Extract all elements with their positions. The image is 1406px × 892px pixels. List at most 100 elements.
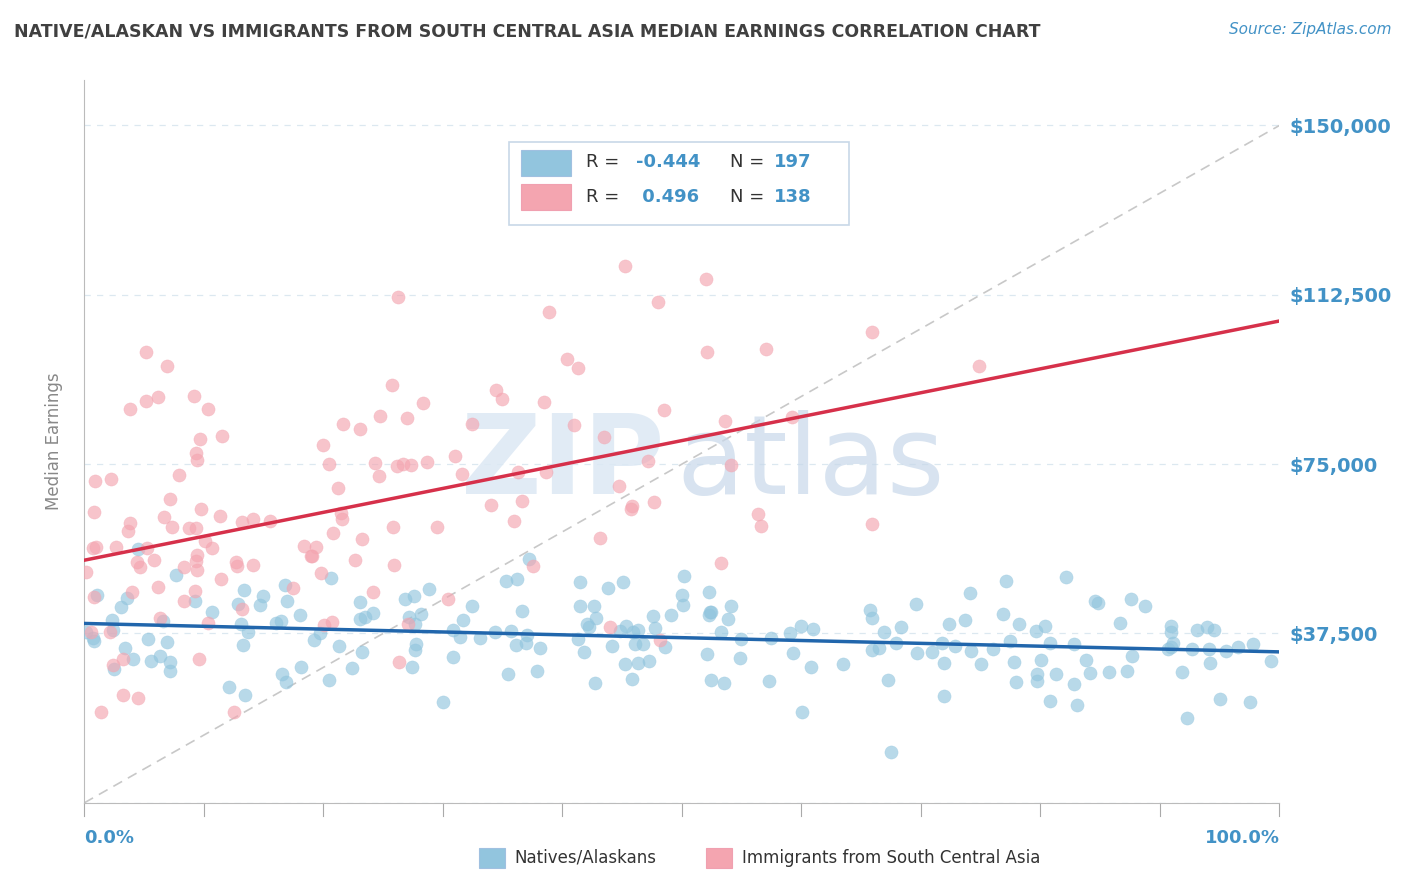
- Text: atlas: atlas: [676, 409, 945, 516]
- Point: [582, 599, 605, 613]
- Point: [620, 501, 643, 516]
- Point: [1198, 641, 1220, 656]
- Point: [249, 598, 271, 612]
- Point: [201, 606, 224, 620]
- Point: [501, 624, 523, 638]
- Point: [222, 706, 245, 720]
- Point: [226, 598, 249, 612]
- Point: [159, 655, 181, 669]
- Point: [800, 659, 823, 673]
- Point: [782, 646, 804, 660]
- Text: Natives/Alaskans: Natives/Alaskans: [515, 848, 657, 867]
- Point: [404, 616, 426, 631]
- Point: [122, 652, 145, 666]
- Point: [409, 607, 432, 621]
- Point: [1078, 666, 1101, 681]
- Point: [880, 745, 903, 759]
- Point: [391, 457, 413, 471]
- Point: [747, 507, 769, 521]
- Point: [394, 592, 416, 607]
- Point: [614, 259, 637, 273]
- Point: [304, 633, 326, 648]
- Point: [496, 667, 519, 681]
- Point: [225, 558, 247, 573]
- Point: [232, 582, 254, 597]
- Point: [695, 272, 717, 286]
- Point: [1063, 637, 1085, 651]
- Point: [127, 690, 149, 705]
- Point: [197, 401, 219, 416]
- Point: [470, 632, 492, 646]
- Point: [415, 455, 437, 469]
- Point: [232, 638, 254, 652]
- Point: [104, 540, 127, 554]
- Point: [350, 532, 373, 546]
- Point: [533, 395, 555, 409]
- Point: [103, 662, 125, 676]
- Point: [111, 688, 134, 702]
- Point: [1045, 667, 1067, 681]
- Point: [328, 640, 350, 654]
- Text: Median Earnings: Median Earnings: [45, 373, 63, 510]
- Point: [1260, 654, 1282, 668]
- Text: R =: R =: [586, 153, 626, 171]
- Point: [485, 383, 508, 397]
- Point: [233, 688, 256, 702]
- Point: [276, 594, 298, 608]
- Point: [301, 549, 323, 564]
- Point: [1160, 618, 1182, 632]
- Point: [135, 345, 157, 359]
- Point: [368, 409, 391, 423]
- Point: [860, 643, 883, 657]
- Point: [412, 396, 434, 410]
- Point: [98, 625, 121, 640]
- Point: [368, 469, 391, 483]
- Point: [118, 516, 141, 531]
- Point: [505, 572, 527, 586]
- Point: [1025, 673, 1047, 688]
- Point: [877, 673, 900, 688]
- Point: [502, 514, 524, 528]
- Point: [1005, 674, 1028, 689]
- Point: [159, 491, 181, 506]
- Point: [720, 458, 742, 472]
- Point: [515, 635, 537, 649]
- Point: [1039, 636, 1062, 650]
- Point: [585, 611, 607, 625]
- Point: [790, 706, 813, 720]
- Point: [101, 623, 124, 637]
- Point: [510, 604, 533, 618]
- Point: [395, 410, 418, 425]
- Point: [349, 422, 371, 436]
- Point: [592, 430, 614, 444]
- Point: [208, 509, 231, 524]
- Point: [529, 640, 551, 655]
- Point: [187, 652, 209, 666]
- Point: [1029, 653, 1052, 667]
- Point: [437, 591, 460, 606]
- Point: [340, 660, 363, 674]
- Point: [696, 647, 718, 661]
- Point: [621, 624, 644, 639]
- Point: [607, 478, 630, 492]
- Point: [526, 664, 548, 678]
- Point: [889, 620, 911, 634]
- Point: [184, 446, 207, 460]
- Point: [860, 326, 883, 340]
- Point: [225, 555, 247, 569]
- Point: [884, 636, 907, 650]
- Point: [562, 418, 585, 433]
- Point: [264, 615, 287, 630]
- Point: [654, 640, 676, 654]
- Point: [86, 588, 108, 602]
- Point: [82, 631, 104, 645]
- Point: [713, 676, 735, 690]
- Point: [398, 610, 420, 624]
- Point: [730, 632, 752, 646]
- Point: [101, 613, 124, 627]
- Point: [211, 428, 233, 442]
- Point: [1033, 619, 1056, 633]
- Point: [382, 520, 405, 534]
- Point: [522, 558, 544, 573]
- Point: [156, 635, 179, 649]
